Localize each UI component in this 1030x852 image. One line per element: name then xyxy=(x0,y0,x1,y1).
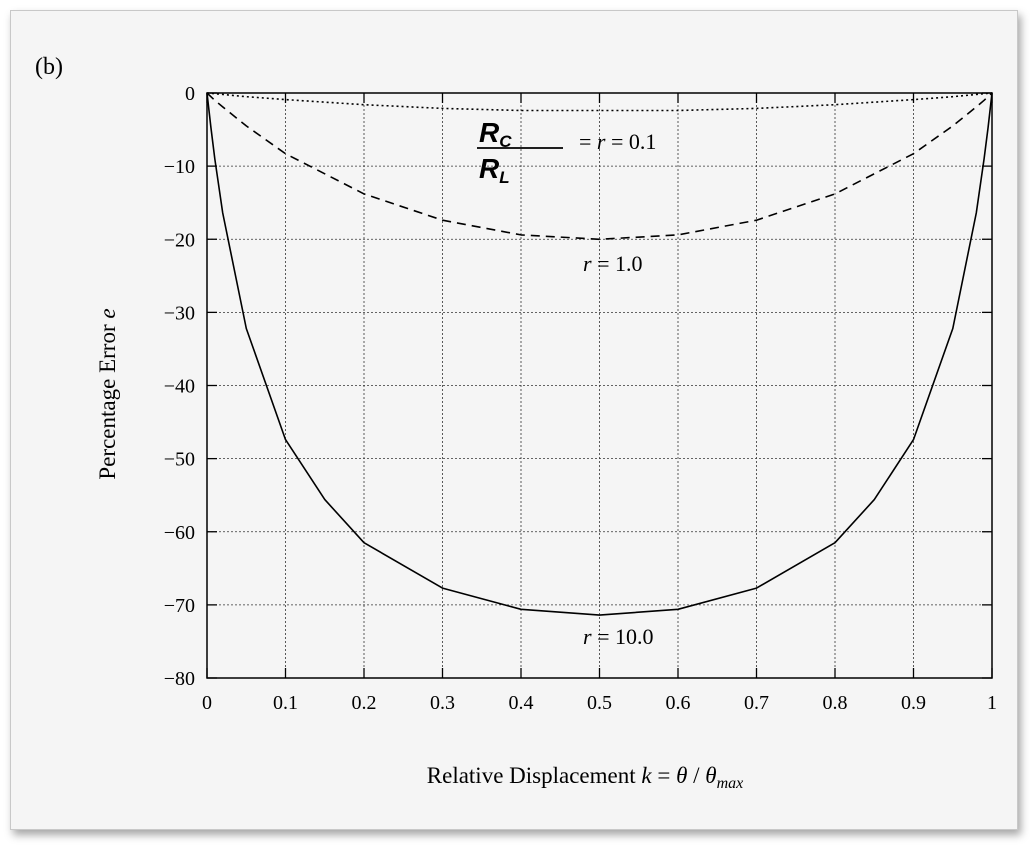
x-tick-label: 0.8 xyxy=(823,692,848,714)
y-tick-label: −70 xyxy=(164,595,195,617)
fraction-denominator: RL xyxy=(479,153,510,187)
x-axis-label: Relative Displacement k = θ / θmax xyxy=(427,763,743,792)
error-chart: (b) 0 0.1 0.2 0.3 0.4 0.5 0.6 0.7 0.8 0.9 1 0 −10 −2… xyxy=(35,54,997,792)
curves xyxy=(206,92,993,616)
annotation-label-r01: = r = 0.1 xyxy=(579,129,656,154)
y-tick-label: −50 xyxy=(164,449,195,471)
panel-label: (b) xyxy=(35,54,63,80)
annotation-label-r1: r = 1.0 xyxy=(583,251,642,276)
x-tick-label: 0.1 xyxy=(273,692,298,714)
y-tick-label: −80 xyxy=(164,668,195,690)
x-tick-label: 0.6 xyxy=(666,692,691,714)
series-line-solid xyxy=(206,92,993,616)
x-tick-label: 0.5 xyxy=(587,692,612,714)
y-tick-labels: 0 −10 −20 −30 −40 −50 −60 −70 −80 xyxy=(164,83,195,690)
plot-border xyxy=(206,92,993,679)
y-axis-label: Percentage Error e xyxy=(95,308,120,479)
y-tick-label: −30 xyxy=(164,302,195,324)
figure-frame: (b) 0 0.1 0.2 0.3 0.4 0.5 0.6 0.7 0.8 0.9 1 0 −10 −2… xyxy=(10,10,1018,830)
x-tick-label: 0.7 xyxy=(744,692,769,714)
y-tick-label: −10 xyxy=(164,156,195,178)
y-tick-label: −60 xyxy=(164,522,195,544)
y-tick-label: −40 xyxy=(164,376,195,398)
fraction-numerator: RC xyxy=(479,117,512,151)
annotation-r-0.1: RC RL = r = 0.1 xyxy=(477,117,656,187)
x-tick-label: 0 xyxy=(202,692,212,714)
y-tick-label: 0 xyxy=(185,83,195,105)
grid xyxy=(207,93,992,678)
x-tick-label: 0.9 xyxy=(901,692,926,714)
annotation-label-r10: r = 10.0 xyxy=(583,624,653,649)
x-tick-label: 0.2 xyxy=(352,692,377,714)
x-tick-label: 0.4 xyxy=(509,692,534,714)
x-tick-labels: 0 0.1 0.2 0.3 0.4 0.5 0.6 0.7 0.8 0.9 1 xyxy=(202,692,997,714)
x-tick-label: 0.3 xyxy=(430,692,455,714)
series-line-dashed xyxy=(206,92,993,241)
x-tick-label: 1 xyxy=(987,692,997,714)
y-tick-label: −20 xyxy=(164,229,195,251)
